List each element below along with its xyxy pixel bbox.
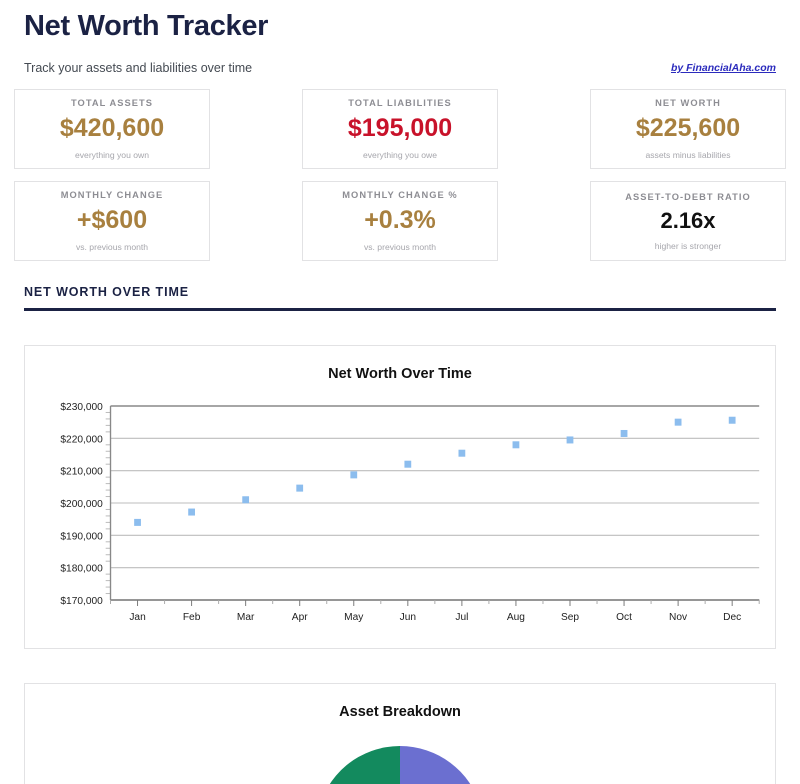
pie-slice [329,746,400,784]
stat-card-total-assets: TOTAL ASSETS $420,600 everything you own [14,89,210,169]
x-axis-tick-label: Jan [129,612,146,623]
section-net-worth-over-time: NET WORTH OVER TIME [24,285,776,311]
stat-card-monthly-change: MONTHLY CHANGE +$600 vs. previous month [14,181,210,261]
stat-card-label: ASSET-TO-DEBT RATIO [625,191,751,202]
stat-card-note: higher is stronger [654,240,722,251]
scatter-point [134,518,141,526]
attribution-link[interactable]: by FinancialAha.com [670,62,776,74]
section-heading: NET WORTH OVER TIME [24,285,190,299]
x-axis-tick-label: Feb [183,612,201,623]
stat-card-value: 2.16x [660,207,716,233]
stat-card-grid: TOTAL ASSETS $420,600 everything you own… [14,89,786,261]
stat-card-total-liabilities: TOTAL LIABILITIES $195,000 everything yo… [302,89,498,169]
chart-title: Net Worth Over Time [328,366,472,382]
y-axis-tick-label: $220,000 [60,434,103,445]
x-axis-tick-label: May [344,612,364,623]
chart-panel-net-worth: Net Worth Over Time $170,000 $180,000 $190… [24,345,776,649]
stat-card-note: everything you own [74,150,150,160]
scatter-point [674,418,682,426]
x-axis-tick-label: Mar [237,612,255,623]
stat-card-monthly-change-pct: MONTHLY CHANGE % +0.3% vs. previous mont… [302,181,498,261]
x-axis-tick-label: Apr [292,612,308,623]
scatter-point [620,429,628,437]
stat-card-note: assets minus liabilities [645,150,731,160]
stat-card-label: MONTHLY CHANGE [60,190,164,200]
scatter-point [728,416,736,424]
scatter-plot-svg: $170,000 $180,000 $190,000 $200,000 $210,000… [60,402,760,623]
x-axis-tick-label: Nov [669,612,688,623]
y-axis-tick-label: $200,000 [60,499,103,510]
scatter-point [350,471,358,479]
y-axis-tick-label: $230,000 [60,402,103,413]
scatter-point [242,496,250,504]
pie-chart [35,732,765,784]
stat-card-label: NET WORTH [655,98,721,108]
y-axis-tick-label: $190,000 [60,531,103,542]
stat-card-value: $195,000 [347,114,453,142]
scatter-point [188,508,195,516]
page-root: Net Worth Tracker Track your assets and … [0,10,800,784]
pie-slice [400,746,471,784]
y-axis-tick-label: $210,000 [60,467,103,478]
scatter-point [566,436,574,444]
scatter-point [512,441,520,449]
stat-card-value: +0.3% [364,206,436,234]
page-subtitle: Track your assets and liabilities over t… [24,61,253,75]
x-axis-tick-label: Aug [507,612,525,623]
y-axis-tick-label: $170,000 [60,596,103,607]
y-axis-tick-label: $180,000 [60,564,103,575]
subtitle-row: Track your assets and liabilities over t… [24,61,776,75]
scatter-plot: $170,000 $180,000 $190,000 $200,000 $210,000… [35,394,765,638]
scatter-point [404,460,412,468]
x-axis-tick-label: Jul [455,612,468,623]
scatter-point [458,449,466,457]
pie-chart-title: Asset Breakdown [339,704,461,720]
x-axis-tick-label: Sep [561,612,579,623]
section-divider [24,308,776,311]
stat-card-value: $420,600 [59,114,165,142]
stat-card-note: vs. previous month [363,242,437,252]
x-axis-tick-label: Oct [616,612,632,623]
stat-card-value: +$600 [76,206,148,234]
stat-card-label: TOTAL ASSETS [71,98,153,108]
page-title: Net Worth Tracker [24,10,269,42]
x-axis-tick-label: Dec [723,612,741,623]
stat-card-value: $225,600 [635,114,741,142]
scatter-point [296,484,304,492]
stat-card-net-worth: NET WORTH $225,600 assets minus liabilit… [590,89,786,169]
stat-card-label: TOTAL LIABILITIES [348,98,452,108]
chart-panel-asset-breakdown: Asset Breakdown [24,683,776,784]
stat-card-note: everything you owe [362,150,438,160]
stat-card-label: MONTHLY CHANGE % [342,190,458,200]
stat-card-note: vs. previous month [75,242,149,252]
x-axis-tick-label: Jun [400,612,417,623]
pie-chart-svg [329,746,471,784]
stat-card-asset-to-debt-ratio: ASSET-TO-DEBT RATIO 2.16x higher is stro… [590,181,786,261]
